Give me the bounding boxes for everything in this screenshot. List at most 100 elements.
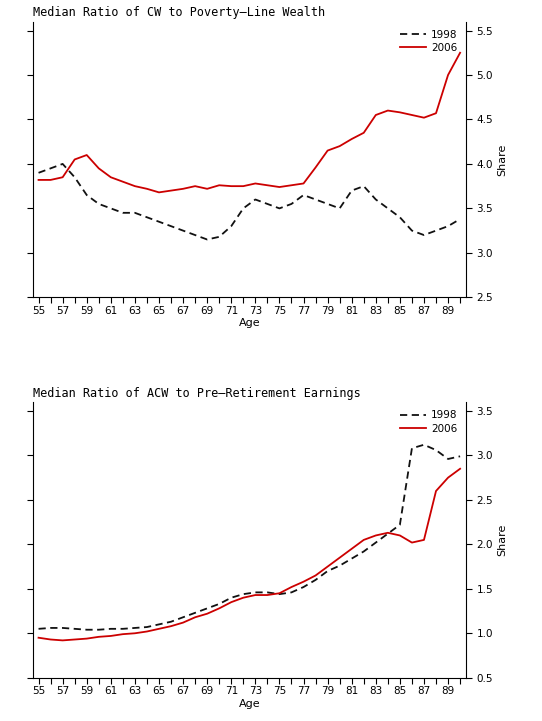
1998 (216, 600, 222, 609)
1998 (107, 624, 114, 633)
1998 (324, 200, 331, 208)
1998 (409, 226, 415, 235)
1998 (276, 590, 283, 598)
2006 (72, 155, 78, 164)
1998 (360, 182, 367, 190)
1998 (276, 204, 283, 213)
2006 (288, 181, 295, 190)
X-axis label: Age: Age (238, 699, 260, 709)
2006 (409, 111, 415, 120)
1998 (349, 186, 355, 195)
1998 (372, 539, 379, 547)
2006 (397, 531, 403, 540)
2006 (300, 578, 307, 586)
1998 (288, 588, 295, 597)
2006 (192, 613, 198, 622)
2006 (421, 536, 427, 544)
2006 (457, 464, 463, 473)
1998 (264, 200, 270, 208)
2006 (72, 635, 78, 644)
Y-axis label: Share: Share (498, 143, 507, 176)
1998 (120, 624, 126, 633)
1998 (457, 215, 463, 224)
2006 (337, 142, 343, 151)
2006 (192, 182, 198, 190)
Legend: 1998, 2006: 1998, 2006 (397, 27, 461, 56)
1998 (385, 529, 391, 538)
1998 (240, 590, 247, 598)
2006 (300, 179, 307, 187)
1998 (47, 164, 54, 173)
2006 (337, 553, 343, 562)
2006 (324, 146, 331, 155)
2006 (445, 473, 451, 482)
2006 (144, 185, 150, 193)
2006 (156, 624, 162, 633)
1998 (180, 613, 186, 622)
2006 (324, 562, 331, 571)
1998 (252, 588, 259, 597)
1998 (264, 588, 270, 597)
2006 (360, 536, 367, 544)
2006 (433, 487, 439, 495)
2006 (288, 583, 295, 591)
2006 (120, 630, 126, 639)
2006 (204, 185, 210, 193)
2006 (276, 589, 283, 598)
2006 (107, 632, 114, 640)
2006 (83, 634, 90, 643)
2006 (457, 48, 463, 57)
1998 (216, 232, 222, 241)
2006 (409, 539, 415, 547)
1998 (312, 195, 319, 204)
1998 (409, 444, 415, 453)
2006 (349, 135, 355, 143)
1998 (95, 200, 102, 208)
2006 (228, 182, 235, 190)
2006 (312, 571, 319, 580)
1998 (83, 625, 90, 634)
2006 (445, 71, 451, 79)
1998 (312, 575, 319, 584)
1998 (168, 617, 175, 626)
1998 (132, 208, 138, 217)
1998 (324, 567, 331, 575)
2006 (264, 590, 270, 599)
2006 (35, 176, 42, 185)
1998 (204, 604, 210, 613)
1998 (35, 624, 42, 633)
2006 (180, 185, 186, 193)
2006 (132, 182, 138, 190)
1998 (180, 226, 186, 235)
1998 (300, 583, 307, 591)
2006 (168, 622, 175, 630)
1998 (107, 204, 114, 213)
2006 (349, 544, 355, 553)
2006 (385, 528, 391, 537)
2006 (372, 111, 379, 120)
Text: Median Ratio of CW to Poverty–Line Wealth: Median Ratio of CW to Poverty–Line Wealt… (33, 6, 325, 19)
1998 (156, 218, 162, 226)
2006 (120, 177, 126, 186)
1998 (72, 624, 78, 633)
Text: Median Ratio of ACW to Pre–Retirement Earnings: Median Ratio of ACW to Pre–Retirement Ea… (33, 386, 360, 399)
X-axis label: Age: Age (238, 319, 260, 329)
1998 (144, 213, 150, 221)
1998 (120, 208, 126, 217)
1998 (47, 624, 54, 632)
1998 (433, 226, 439, 235)
1998 (360, 547, 367, 556)
1998 (240, 204, 247, 213)
Legend: 1998, 2006: 1998, 2006 (397, 407, 461, 437)
1998 (421, 231, 427, 239)
1998 (72, 173, 78, 182)
1998 (228, 593, 235, 602)
1998 (228, 222, 235, 231)
1998 (445, 222, 451, 231)
1998 (192, 609, 198, 617)
1998 (397, 213, 403, 221)
2006 (83, 151, 90, 159)
1998 (300, 191, 307, 200)
1998 (132, 624, 138, 632)
2006 (264, 181, 270, 190)
